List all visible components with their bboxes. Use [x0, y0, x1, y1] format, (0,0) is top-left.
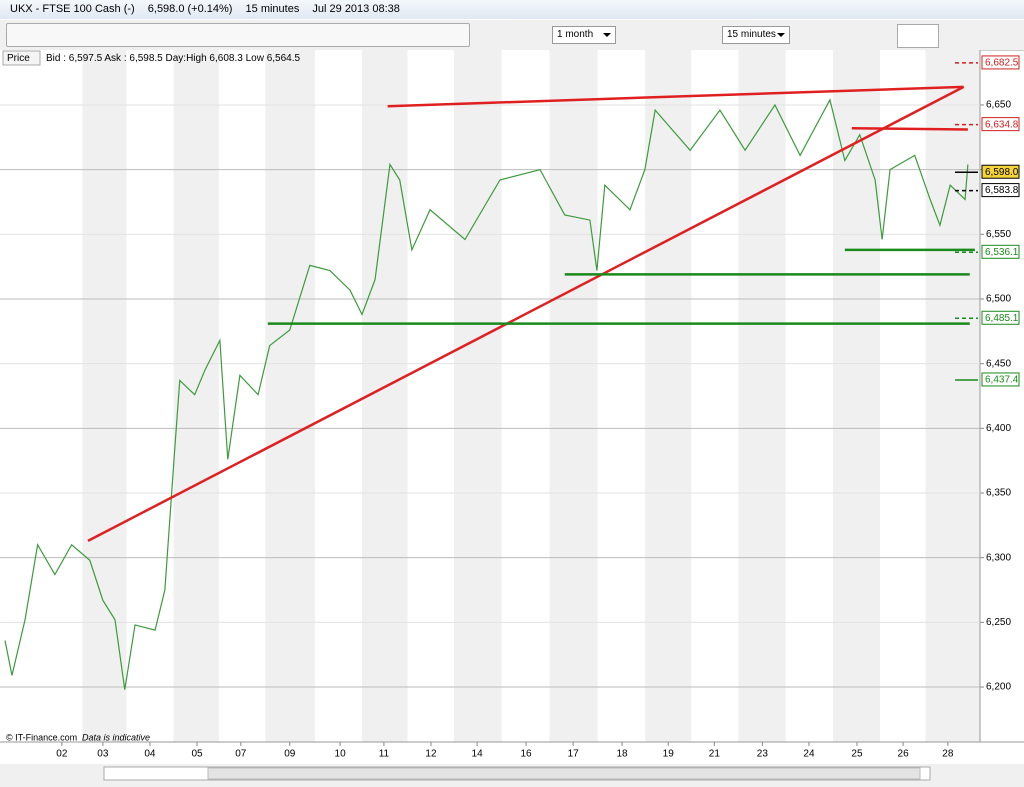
x-tick-label: 28 [942, 749, 954, 760]
x-tick-label: 19 [663, 749, 675, 760]
price-line [4, 98, 969, 690]
x-tick-label: 17 [568, 749, 580, 760]
level-label: 6,583.8 [985, 185, 1019, 196]
x-tick-label: 03 [97, 749, 109, 760]
y-tick-label: 6,350 [986, 488, 1011, 499]
x-tick-label: 18 [617, 749, 629, 760]
quote-line: Bid : 6,597.5 Ask : 6,598.5 Day:High 6,6… [46, 53, 301, 64]
level-label: 6,536.1 [985, 247, 1019, 258]
x-tick-label: 14 [472, 749, 484, 760]
day-band [549, 50, 598, 742]
drawing-tools[interactable] [6, 23, 470, 47]
level-label: 6,682.5 [985, 58, 1019, 69]
level-label: 6,437.4 [985, 375, 1019, 386]
trendline [851, 127, 968, 131]
day-band [82, 50, 127, 742]
y-tick-label: 6,450 [986, 358, 1011, 369]
x-tick-label: 02 [56, 749, 68, 760]
x-tick-label: 23 [757, 749, 769, 760]
level-label: 6,485.1 [985, 313, 1019, 324]
timestamp: Jul 29 2013 08:38 [312, 3, 400, 15]
x-tick-label: 24 [803, 749, 815, 760]
toolbar: 1 month 15 minutes [0, 20, 1024, 51]
x-tick-label: 11 [379, 749, 390, 760]
trendline [387, 85, 964, 108]
title-bar: UKX - FTSE 100 Cash (-) 6,598.0 (+0.14%)… [0, 0, 1024, 19]
day-band [454, 50, 502, 742]
day-band [925, 50, 980, 742]
x-tick-label: 10 [335, 749, 347, 760]
x-tick-label: 05 [191, 749, 203, 760]
level-box [981, 244, 1020, 259]
level-box [981, 117, 1020, 132]
y-tick-label: 6,500 [986, 294, 1011, 305]
x-tick-label: 25 [851, 749, 863, 760]
day-band [173, 50, 219, 742]
price-tab[interactable] [2, 50, 41, 66]
range-select[interactable]: 1 month [552, 26, 616, 44]
day-band [738, 50, 786, 742]
x-tick-label: 07 [235, 749, 247, 760]
x-tick-label: 26 [898, 749, 910, 760]
y-tick-label: 6,200 [986, 682, 1011, 693]
x-tick-label: 16 [520, 749, 532, 760]
y-tick-label: 6,650 [986, 100, 1011, 111]
level-label: 6,598.0 [985, 167, 1019, 178]
price-tab-label: Price [7, 53, 30, 64]
y-tick-label: 6,400 [986, 423, 1011, 434]
day-band [645, 50, 692, 742]
y-tick-label: 6,300 [986, 552, 1011, 563]
scroll-thumb[interactable] [207, 767, 921, 780]
x-tick-label: 21 [709, 749, 721, 760]
day-band [832, 50, 881, 742]
x-tick-label: 12 [425, 749, 437, 760]
x-tick-label: 09 [284, 749, 296, 760]
quote: 6,598.0 (+0.14%) [147, 3, 233, 15]
window-title: UKX - FTSE 100 Cash (-) [10, 3, 135, 15]
source: © IT-Finance.com [6, 732, 77, 742]
day-band [265, 50, 315, 742]
chart-icon[interactable] [897, 24, 939, 48]
level-box [981, 164, 1020, 179]
level-box [981, 183, 1020, 198]
level-label: 6,634.8 [985, 119, 1019, 130]
x-tick-label: 04 [144, 749, 156, 760]
y-tick-label: 6,550 [986, 229, 1011, 240]
interval: 15 minutes [245, 3, 300, 15]
y-tick-label: 6,250 [986, 617, 1011, 628]
level-box [981, 372, 1020, 387]
level-box [981, 55, 1020, 70]
chart: Price Bid : 6,597.5 Ask : 6,598.5 Day:Hi… [0, 50, 1024, 787]
trendline [87, 85, 965, 542]
level-box [981, 310, 1020, 325]
interval-select[interactable]: 15 minutes [722, 26, 790, 44]
note: Data is indicative [82, 732, 150, 742]
